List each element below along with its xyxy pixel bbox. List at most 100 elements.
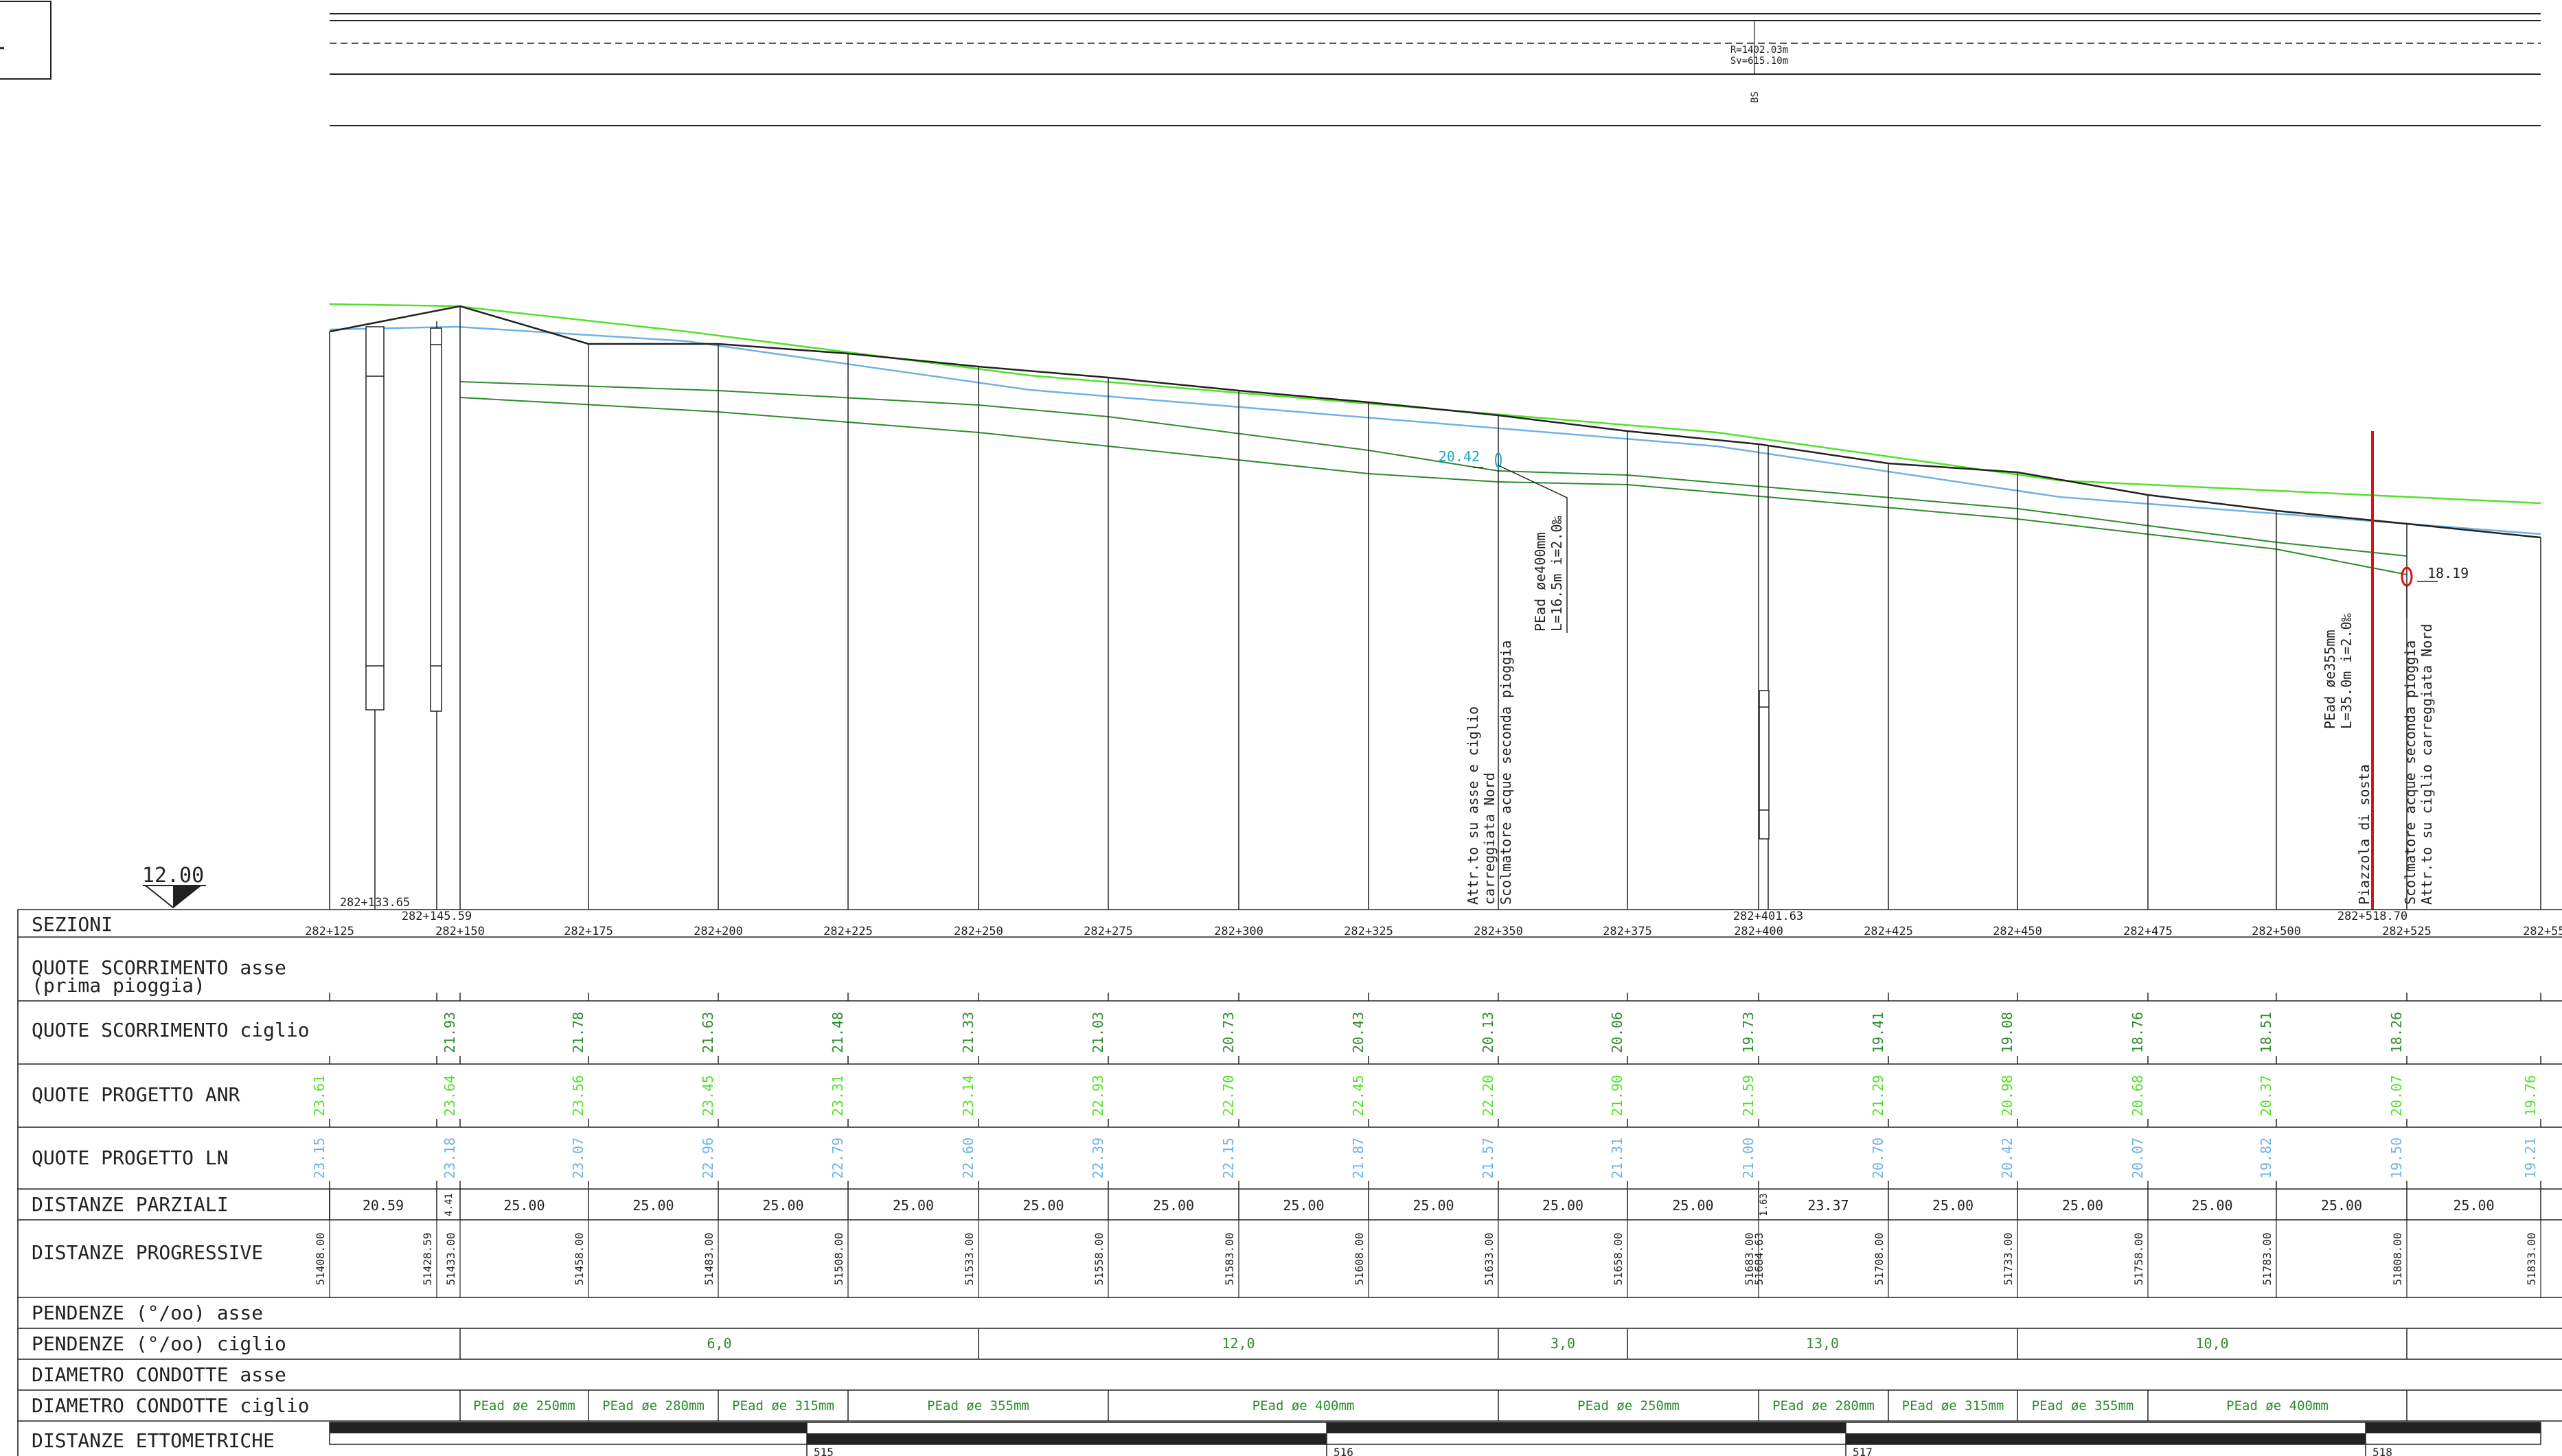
row-label-progressive: DISTANZE PROGRESSIVE: [32, 1241, 263, 1264]
pipe1-line1: PEad øe400mm: [1532, 533, 1548, 632]
anr-level: 22.93: [1090, 1075, 1106, 1116]
pipe-label: PEad øe 355mm: [927, 1398, 1029, 1413]
partial-distance: 1.63: [1759, 1193, 1770, 1216]
note3-line2: Attr.to su ciglio carreggiata Nord: [2418, 624, 2435, 905]
section-chainage: 282+300: [1214, 925, 1263, 938]
ln-level: 20.42: [1999, 1137, 2015, 1179]
progressive-distance: 51684.63: [1752, 1232, 1765, 1285]
ciglio-level: 21.78: [570, 1012, 586, 1053]
ln-level: 19.21: [2522, 1137, 2539, 1179]
ln-level: 21.31: [1609, 1137, 1625, 1179]
title-frame: [0, 1, 52, 80]
progressive-distance: 51508.00: [832, 1232, 845, 1285]
ciglio-level: 20.73: [1220, 1012, 1237, 1053]
progressive-distance: 51608.00: [1353, 1232, 1366, 1285]
partial-distance: 25.00: [2062, 1197, 2103, 1214]
ln-profile-line: [329, 325, 2541, 535]
anr-level: 20.37: [2258, 1075, 2274, 1116]
ln-level: 22.39: [1090, 1137, 1106, 1179]
anr-level: 23.61: [311, 1075, 328, 1116]
hectometric-bar: [1846, 1433, 2366, 1444]
partial-distance: 25.00: [1022, 1197, 1064, 1214]
row-label-pend-asse: PENDENZE (°/oo) asse: [32, 1302, 263, 1324]
pipe-label: PEad øe 280mm: [1772, 1398, 1875, 1413]
partial-distance: 25.00: [762, 1197, 803, 1214]
structure-box: [365, 326, 385, 710]
pipe-label: PEad øe 315mm: [732, 1398, 834, 1413]
progressive-distance: 51758.00: [2132, 1232, 2145, 1285]
ciglio-level: 20.13: [1480, 1012, 1496, 1053]
ciglio-level: 21.93: [442, 1012, 458, 1053]
section-chainage: 282+350: [1474, 925, 1523, 938]
section-chainage: 282+150: [435, 925, 485, 938]
hectometric-label: 518: [2372, 1446, 2392, 1456]
structures: [365, 326, 1770, 840]
ln-level: 21.57: [1480, 1137, 1496, 1179]
partial-distance: 25.00: [2321, 1197, 2362, 1214]
partial-distance: 25.00: [2453, 1197, 2494, 1214]
ln-level: 22.96: [700, 1137, 716, 1179]
partial-distance: 25.00: [632, 1197, 674, 1214]
anr-level: 23.56: [570, 1075, 586, 1116]
pipe-label: PEad øe 400mm: [1253, 1398, 1355, 1413]
ciglio-profile-lower: [459, 397, 2407, 575]
anr-level: 19.76: [2522, 1075, 2539, 1116]
note1-line1: Attr.to su asse e ciglio: [1465, 706, 1481, 905]
ciglio-level: 20.43: [1350, 1012, 1366, 1053]
row-label-parziali: DISTANZE PARZIALI: [32, 1193, 229, 1216]
profile-lines: [329, 303, 2541, 575]
well-2: 18.19: [2401, 565, 2469, 618]
progressive-distance: 51428.59: [421, 1232, 434, 1285]
section-chainage: 282+518.70: [2337, 910, 2407, 923]
pipe-label: PEad øe 400mm: [2226, 1398, 2329, 1413]
row-label-pend-ciglio: PENDENZE (°/oo) ciglio: [32, 1332, 286, 1355]
anr-level: 23.14: [960, 1075, 976, 1116]
curve-sv: Sv=615.10m: [1730, 56, 1788, 67]
row-label-scorr-asse-sub: (prima pioggia): [32, 974, 205, 997]
note1-line2: carreggiata Nord: [1481, 772, 1498, 905]
ciglio-level: 19.73: [1740, 1012, 1757, 1053]
progressive-distance: 51558.00: [1093, 1232, 1106, 1285]
section-chainage: 282+145.59: [402, 910, 472, 923]
hectometric-label: 516: [1334, 1446, 1353, 1456]
ln-level: 23.15: [311, 1137, 328, 1179]
section-chainage: 282+125: [305, 925, 354, 938]
section-chainage: 282+250: [954, 925, 1003, 938]
well-1: 20.42: [1439, 448, 1568, 633]
section-chainage: 282+175: [564, 925, 613, 938]
row-label-ln: QUOTE PROGETTO LN: [32, 1146, 229, 1169]
partial-distance: 25.00: [893, 1197, 934, 1214]
ground-line: [329, 305, 2541, 539]
section-chainage: 282+325: [1344, 925, 1393, 938]
pipe1-line2: L=16.5m i=2.0‰: [1548, 515, 1565, 632]
pipe-label: PEad øe 250mm: [473, 1398, 575, 1413]
curve-radius: R=1402.03m: [1730, 45, 1788, 56]
ciglio-level: 20.06: [1609, 1012, 1625, 1053]
section-chainage: 282+375: [1603, 925, 1652, 938]
section-chainage: 282+275: [1084, 925, 1133, 938]
ciglio-level: 19.08: [1999, 1012, 2015, 1053]
anr-level: 23.64: [442, 1075, 458, 1116]
anr-level: 21.29: [1870, 1075, 1886, 1116]
hectometric-bar: [1327, 1422, 1846, 1433]
anr-level: 22.20: [1480, 1075, 1496, 1116]
ln-level: 22.60: [960, 1137, 976, 1179]
well-2-level: 18.19: [2427, 565, 2469, 581]
ln-level: 22.15: [1220, 1137, 1237, 1179]
slope-value: 6,0: [707, 1335, 731, 1352]
section-chainage: 282+500: [2252, 925, 2301, 938]
ciglio-level: 19.41: [1870, 1012, 1886, 1053]
structure-box: [430, 327, 442, 712]
pipe-label: PEad øe 315mm: [1902, 1398, 2004, 1413]
ciglio-level: 21.63: [700, 1012, 716, 1053]
anr-level: 23.45: [700, 1075, 716, 1116]
ln-level: 21.00: [1740, 1137, 1757, 1179]
anr-level: 20.68: [2129, 1075, 2146, 1116]
anr-level: 20.98: [1999, 1075, 2015, 1116]
ln-level: 21.87: [1350, 1137, 1366, 1179]
hectometric-label: 517: [1853, 1446, 1873, 1456]
hectometric-bar: [2366, 1422, 2541, 1433]
slope-value: 12,0: [1222, 1335, 1255, 1352]
ln-level: 19.50: [2388, 1137, 2405, 1179]
